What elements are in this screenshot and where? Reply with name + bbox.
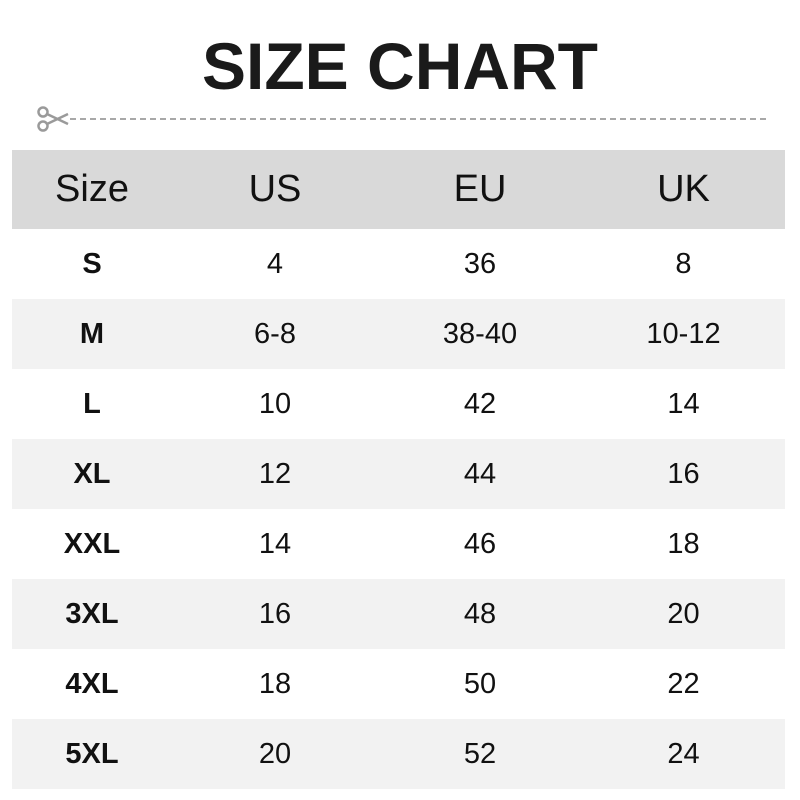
cell-eu: 46 xyxy=(463,527,497,560)
cell-uk: 18 xyxy=(667,527,700,560)
cell-size: XXL xyxy=(63,527,121,560)
table-row: 5XL 20 52 24 xyxy=(12,719,785,789)
cell-size: 5XL xyxy=(65,737,119,770)
cell-eu: 52 xyxy=(463,737,497,770)
header-us: US xyxy=(248,168,302,210)
table-row: XXL 14 46 18 xyxy=(12,509,785,579)
scissors-icon xyxy=(37,106,69,132)
table-row: 4XL 18 50 22 xyxy=(12,649,785,719)
cell-eu: 50 xyxy=(463,667,497,700)
table-header-row: Size US EU UK xyxy=(12,150,785,229)
cell-uk: 24 xyxy=(667,737,700,770)
cell-uk: 14 xyxy=(667,387,700,420)
cut-line-divider xyxy=(36,104,766,134)
cell-uk: 22 xyxy=(667,667,700,700)
cell-us: 16 xyxy=(258,597,292,630)
cell-us: 6-8 xyxy=(254,317,296,350)
cell-us: 14 xyxy=(258,527,292,560)
table-row: L 10 42 14 xyxy=(12,369,785,439)
cell-eu: 44 xyxy=(463,457,497,490)
size-table: Size US EU UK S 4 36 8 M 6-8 38-40 10-12 L 10 42 14… xyxy=(12,150,785,789)
cell-size: M xyxy=(79,317,105,350)
table-row: XL 12 44 16 xyxy=(12,439,785,509)
cell-us: 10 xyxy=(258,387,292,420)
header-size: Size xyxy=(55,168,129,210)
page-title: SIZE CHART xyxy=(202,29,598,103)
cell-eu: 42 xyxy=(463,387,497,420)
cell-size: XL xyxy=(73,457,111,490)
header-uk: UK xyxy=(657,168,710,210)
cell-eu: 48 xyxy=(463,597,497,630)
table-row: M 6-8 38-40 10-12 xyxy=(12,299,785,369)
table-row: S 4 36 8 xyxy=(12,229,785,299)
cell-size: 4XL xyxy=(65,667,119,700)
cell-eu: 38-40 xyxy=(442,317,518,350)
cell-us: 12 xyxy=(258,457,292,490)
cell-size: 3XL xyxy=(65,597,119,630)
cell-size: S xyxy=(82,247,102,280)
cell-uk: 8 xyxy=(675,247,692,280)
cell-us: 20 xyxy=(258,737,292,770)
cell-eu: 36 xyxy=(463,247,497,280)
cell-uk: 10-12 xyxy=(646,317,721,350)
table-row: 3XL 16 48 20 xyxy=(12,579,785,649)
cell-uk: 16 xyxy=(667,457,700,490)
cell-size: L xyxy=(83,387,101,420)
cell-uk: 20 xyxy=(667,597,700,630)
dashed-line xyxy=(70,118,766,120)
header-eu: EU xyxy=(453,168,507,210)
cell-us: 4 xyxy=(266,247,284,280)
cell-us: 18 xyxy=(258,667,292,700)
